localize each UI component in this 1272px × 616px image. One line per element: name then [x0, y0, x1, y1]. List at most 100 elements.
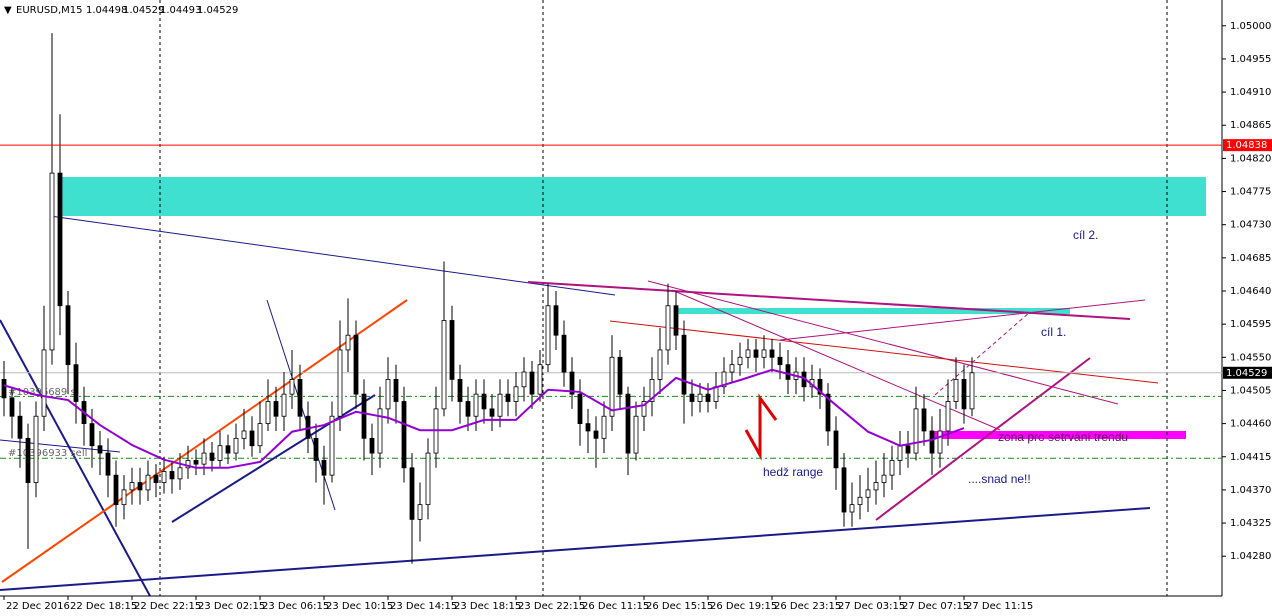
- y-tick-label: 1.04865: [1230, 120, 1271, 131]
- candle-body: [193, 460, 199, 465]
- candle-body: [505, 393, 511, 402]
- candle-body: [657, 349, 663, 380]
- target-zone: [62, 177, 1206, 216]
- candle-body: [409, 467, 415, 520]
- trendline: [49, 215, 616, 296]
- y-tick-label: 1.04415: [1230, 452, 1271, 463]
- candle-body: [513, 386, 519, 402]
- candle-body: [217, 445, 223, 461]
- candle-body: [673, 305, 679, 336]
- trendline: [875, 357, 1091, 521]
- candle-body: [769, 349, 775, 358]
- bid-tag: [1223, 366, 1272, 379]
- candle-body: [425, 452, 431, 506]
- candle-body: [561, 334, 567, 373]
- candle-body: [145, 474, 151, 491]
- trendline: [671, 289, 1001, 431]
- candle-body: [385, 379, 391, 410]
- candle-body: [529, 371, 535, 395]
- header-value: 1.04529: [123, 5, 164, 16]
- candle-body: [225, 445, 231, 454]
- candle-body: [785, 364, 791, 380]
- y-tick-label: 1.04730: [1230, 220, 1271, 231]
- candle-body: [273, 401, 279, 417]
- candle-body: [353, 334, 359, 395]
- candle-body: [753, 349, 759, 358]
- candle-body: [577, 393, 583, 425]
- x-tick-label: 23 Dec 14:15: [390, 601, 457, 612]
- x-tick-label: 22 Dec 18:15: [70, 601, 137, 612]
- y-tick-label: 1.04550: [1230, 352, 1271, 363]
- annotation: cíl 2.: [1073, 228, 1098, 242]
- annotation: ....snad ne!!: [968, 472, 1031, 486]
- candle-body: [737, 356, 743, 366]
- candle-body: [857, 496, 863, 506]
- candle-body: [641, 401, 647, 417]
- candle-body: [9, 397, 15, 417]
- trendline: [647, 280, 1119, 405]
- candle-body: [369, 437, 375, 454]
- x-tick-label: 26 Dec 19:15: [710, 601, 777, 612]
- y-tick-label: 1.05000: [1230, 21, 1271, 32]
- bid-tag-label: 1.04529: [1226, 368, 1267, 379]
- candle-body: [337, 349, 343, 417]
- candle-body: [761, 349, 767, 358]
- candle-body: [49, 172, 55, 351]
- candle-body: [473, 393, 479, 417]
- candle-body: [457, 379, 463, 402]
- y-tick-label: 1.04640: [1230, 286, 1271, 297]
- target-zone: [676, 308, 1070, 314]
- candle-body: [913, 408, 919, 454]
- symbol: EURUSD,M15: [16, 5, 82, 16]
- candle-body: [297, 379, 303, 417]
- candle-body: [233, 437, 239, 454]
- candle-body: [689, 393, 695, 402]
- x-tick-label: 27 Dec 07:15: [902, 601, 969, 612]
- candle-body: [665, 305, 671, 351]
- annotation: hedž range: [763, 465, 823, 479]
- candle-body: [841, 467, 847, 513]
- candle-body: [313, 437, 319, 461]
- candle-body: [417, 504, 423, 520]
- header-value: 1.04529: [197, 5, 238, 16]
- candle-body: [33, 415, 39, 483]
- candle-body: [537, 364, 543, 395]
- candle-body: [41, 349, 47, 417]
- candle-body: [249, 430, 255, 447]
- candle-body: [377, 408, 383, 454]
- candle-body: [17, 415, 23, 439]
- candle-body: [897, 445, 903, 461]
- candle-body: [545, 305, 551, 366]
- candle-body: [945, 401, 951, 432]
- candle-body: [489, 408, 495, 417]
- header-marker: ▼: [4, 5, 12, 16]
- candle-body: [241, 430, 247, 439]
- candle-body: [25, 437, 31, 483]
- candle-body: [649, 379, 655, 402]
- x-tick-label: 26 Dec 23:15: [774, 601, 841, 612]
- candle-body: [153, 474, 159, 483]
- trend-zone: [930, 431, 1186, 439]
- candle-body: [873, 482, 879, 491]
- candle-body: [257, 423, 263, 447]
- order-label: #10396933 sell: [8, 448, 87, 459]
- candle-body: [961, 379, 967, 410]
- x-tick-label: 23 Dec 22:15: [518, 601, 585, 612]
- candle-body: [833, 430, 839, 469]
- annotation: cíl 1.: [1041, 325, 1066, 339]
- candle-body: [705, 393, 711, 402]
- candle-body: [121, 489, 127, 506]
- candle-body: [937, 430, 943, 454]
- candle-body: [401, 401, 407, 469]
- candle-body: [321, 460, 327, 476]
- candle-body: [345, 334, 351, 351]
- candle-body: [177, 467, 183, 480]
- candle-body: [97, 445, 103, 454]
- candle-body: [465, 401, 471, 417]
- y-tick-label: 1.04820: [1230, 153, 1271, 164]
- candle-body: [113, 474, 119, 506]
- candle-body: [889, 460, 895, 476]
